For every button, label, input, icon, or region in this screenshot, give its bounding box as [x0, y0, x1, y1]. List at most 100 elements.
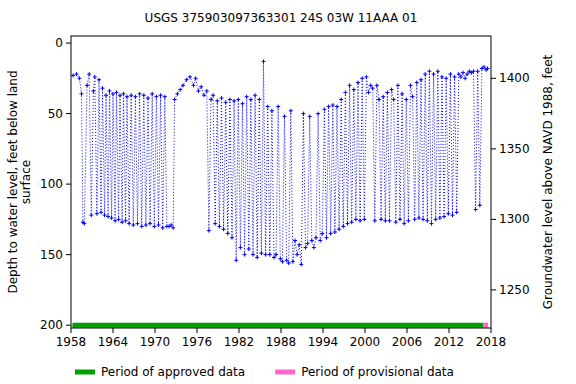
marker: [159, 93, 163, 97]
marker: [178, 88, 182, 92]
marker: [230, 236, 234, 240]
marker: [101, 86, 105, 90]
marker: [274, 253, 278, 257]
marker: [476, 69, 480, 73]
marker: [371, 86, 375, 90]
y-tick: [66, 43, 71, 44]
y-axis-label: Depth to water level, feet below land: [6, 70, 20, 293]
marker: [192, 83, 196, 87]
x-tick: [323, 328, 324, 333]
marker: [196, 89, 200, 93]
marker: [148, 222, 152, 226]
marker: [331, 103, 335, 107]
marker: [110, 216, 114, 220]
marker: [236, 97, 240, 101]
legend-label: Period of provisional data: [301, 365, 454, 379]
marker: [364, 75, 368, 79]
marker: [278, 257, 282, 261]
marker: [392, 97, 396, 101]
marker: [436, 69, 440, 73]
marker: [259, 251, 263, 255]
marker: [304, 246, 308, 250]
marker: [215, 99, 219, 103]
marker: [287, 261, 291, 265]
y-tick: [66, 325, 71, 326]
marker: [306, 241, 310, 245]
marker: [440, 75, 444, 79]
marker: [383, 219, 387, 223]
x-tick: [155, 328, 156, 333]
marker: [120, 220, 124, 224]
y-tick-label: 200: [40, 318, 63, 332]
x-tick: [239, 328, 240, 333]
marker: [106, 215, 110, 219]
marker: [266, 105, 270, 109]
marker: [161, 226, 165, 230]
y-tick: [66, 184, 71, 185]
marker: [482, 65, 486, 69]
marker: [152, 224, 156, 228]
marker: [432, 72, 436, 76]
marker: [415, 81, 419, 85]
y-tick-label: 150: [40, 248, 63, 262]
marker: [352, 88, 356, 92]
marker: [217, 224, 221, 228]
period-bar: [72, 323, 483, 328]
x-tick-label: 2018: [476, 335, 507, 349]
period-bar: [483, 323, 488, 328]
x-tick-label: 2012: [434, 335, 465, 349]
y2-tick-label: 1400: [499, 71, 530, 85]
marker: [146, 96, 150, 100]
marker: [430, 222, 434, 226]
y-tick-label: 0: [55, 36, 63, 50]
marker: [118, 93, 122, 97]
marker: [202, 93, 206, 97]
marker: [253, 93, 257, 97]
marker: [85, 83, 89, 87]
marker: [390, 88, 394, 92]
marker: [243, 253, 247, 257]
marker: [356, 81, 360, 85]
marker: [413, 217, 417, 221]
marker: [211, 93, 215, 97]
marker: [280, 260, 284, 264]
marker: [188, 75, 192, 79]
marker: [251, 253, 255, 257]
marker: [423, 72, 427, 76]
marker: [316, 112, 320, 116]
water-level-line: [73, 61, 487, 264]
x-tick: [491, 328, 492, 333]
y2-tick-label: 1350: [499, 142, 530, 156]
x-tick: [281, 328, 282, 333]
marker: [400, 92, 404, 96]
marker: [346, 222, 350, 226]
marker: [133, 95, 137, 99]
marker: [220, 96, 224, 100]
marker: [354, 217, 358, 221]
marker: [142, 93, 146, 97]
marker: [138, 92, 142, 96]
marker: [348, 83, 352, 87]
marker: [224, 100, 228, 104]
marker: [131, 223, 135, 227]
marker: [171, 226, 175, 230]
marker: [264, 253, 268, 257]
marker: [103, 213, 107, 217]
marker: [247, 247, 251, 251]
marker: [213, 222, 217, 226]
marker: [150, 92, 154, 96]
marker: [285, 258, 289, 262]
marker: [318, 239, 322, 243]
x-tick-label: 1988: [266, 335, 297, 349]
marker: [299, 263, 303, 267]
marker: [360, 76, 364, 80]
marker: [91, 89, 95, 93]
marker: [245, 95, 249, 99]
marker: [459, 75, 463, 79]
marker: [129, 93, 133, 97]
marker: [314, 236, 318, 240]
marker: [453, 75, 457, 79]
marker: [283, 114, 287, 118]
marker: [455, 210, 459, 214]
x-tick: [365, 328, 366, 333]
